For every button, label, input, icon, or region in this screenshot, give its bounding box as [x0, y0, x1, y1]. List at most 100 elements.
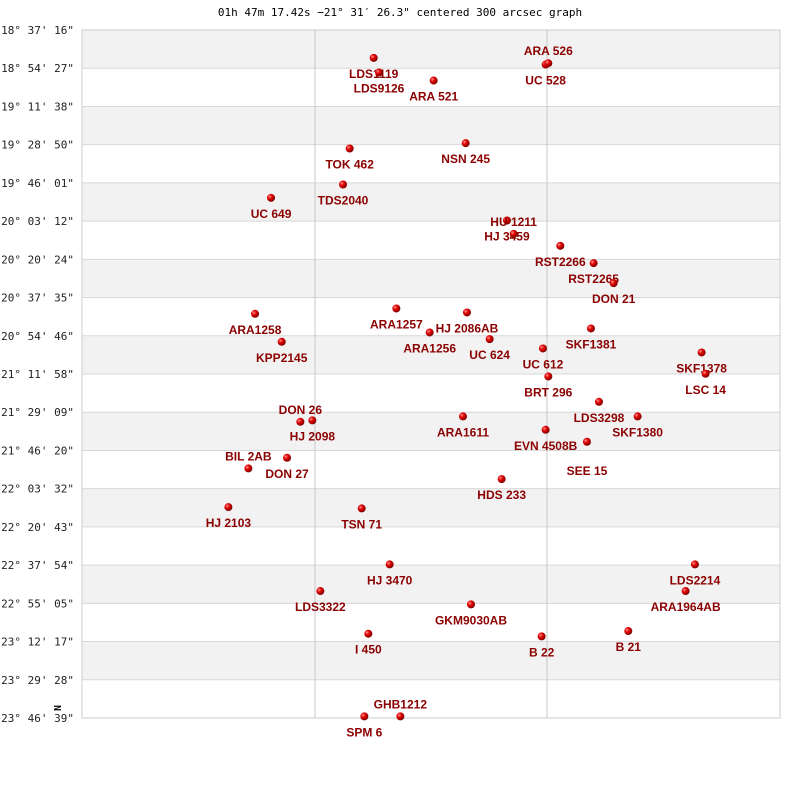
star-dot[interactable]: [497, 475, 506, 484]
star-marker-group[interactable]: ARA 526: [524, 44, 573, 68]
star-label: ARA1611: [437, 425, 489, 439]
star-dot[interactable]: [251, 309, 260, 318]
star-dot[interactable]: [541, 425, 550, 434]
star-dot[interactable]: [396, 712, 405, 721]
star-marker-group[interactable]: BRT 296: [524, 372, 573, 399]
star-dot[interactable]: [681, 587, 690, 596]
star-marker-group[interactable]: BIL 2AB: [225, 449, 272, 473]
star-dot[interactable]: [466, 600, 475, 609]
star-marker-group[interactable]: SKF1378: [676, 348, 727, 375]
star-marker-group[interactable]: HJ 3470: [367, 560, 413, 587]
star-marker-group[interactable]: UC 649: [251, 193, 292, 221]
star-dot[interactable]: [360, 712, 369, 721]
star-marker-group[interactable]: TSN 71: [341, 504, 382, 531]
star-dot[interactable]: [502, 216, 511, 225]
star-dot[interactable]: [308, 416, 317, 425]
star-marker-group[interactable]: HDS 233: [477, 475, 526, 502]
star-dot[interactable]: [339, 180, 348, 189]
star-dot[interactable]: [283, 453, 292, 462]
star-dot[interactable]: [544, 59, 553, 68]
star-marker-group[interactable]: UC 612: [523, 344, 564, 371]
star-dot[interactable]: [594, 397, 603, 406]
y-tick-label: -21° 46' 20": [0, 444, 74, 457]
star-marker-group[interactable]: LDS3298: [574, 397, 625, 425]
star-dot[interactable]: [690, 560, 699, 569]
star-marker-group[interactable]: HJ 3459: [484, 216, 530, 243]
star-marker-group[interactable]: B 22: [529, 632, 555, 659]
star-dot[interactable]: [458, 412, 467, 421]
star-dot[interactable]: [429, 76, 438, 85]
star-marker-group[interactable]: GKM9030AB: [435, 600, 507, 627]
star-label: GHB1212: [374, 697, 428, 711]
star-dot[interactable]: [462, 308, 471, 317]
band: [82, 106, 780, 145]
star-label: ARA1256: [403, 341, 456, 355]
star-marker-group[interactable]: SKF1380: [612, 412, 663, 439]
star-dot[interactable]: [277, 337, 286, 346]
star-marker-group[interactable]: LDS9126: [354, 68, 405, 96]
star-marker-group[interactable]: HJ 2103: [206, 503, 252, 530]
star-marker-group[interactable]: LDS1119: [349, 53, 399, 81]
star-dot[interactable]: [267, 193, 276, 202]
star-marker-group[interactable]: LSC 14: [685, 369, 726, 397]
star-dot[interactable]: [582, 437, 591, 446]
star-dot[interactable]: [461, 139, 470, 148]
star-marker-group[interactable]: HJ 2086AB: [436, 308, 499, 335]
star-marker-group[interactable]: HJ 2098: [290, 416, 336, 443]
star-dot[interactable]: [697, 348, 706, 357]
star-marker-group[interactable]: TOK 462: [325, 144, 374, 172]
star-marker-group[interactable]: RST2265: [568, 259, 619, 286]
star-marker-group[interactable]: ARA1256: [403, 328, 456, 355]
star-marker-group[interactable]: SEE 15: [567, 437, 608, 478]
star-dot[interactable]: [369, 53, 378, 62]
star-dot[interactable]: [364, 629, 373, 638]
star-marker-group[interactable]: ARA 521: [409, 76, 458, 104]
star-marker-group[interactable]: DON 27: [265, 453, 309, 481]
star-dot[interactable]: [357, 504, 366, 513]
star-marker-group[interactable]: ARA1611: [437, 412, 489, 439]
star-dot[interactable]: [509, 229, 518, 238]
star-marker-group[interactable]: ARA1964AB: [651, 587, 721, 614]
star-marker-group[interactable]: LDS3322: [295, 587, 346, 614]
star-marker-group[interactable]: DON 21: [592, 279, 636, 306]
star-dot[interactable]: [392, 304, 401, 313]
y-tick-label: -23° 46' 39": [0, 712, 74, 725]
star-marker-group[interactable]: SPM 6: [346, 712, 383, 739]
star-marker-group[interactable]: ARA1258: [229, 309, 282, 337]
star-dot[interactable]: [316, 587, 325, 596]
star-dot[interactable]: [385, 560, 394, 569]
star-dot[interactable]: [556, 241, 565, 250]
star-dot[interactable]: [586, 324, 595, 333]
star-marker-group[interactable]: KPP2145: [256, 337, 308, 365]
star-dot[interactable]: [296, 417, 305, 426]
star-dot[interactable]: [375, 68, 384, 77]
star-dot[interactable]: [544, 372, 553, 381]
star-label: HJ 3459: [484, 229, 530, 243]
star-marker-group[interactable]: TDS2040: [318, 180, 369, 207]
star-marker-group[interactable]: DON 26: [279, 403, 323, 426]
star-dot[interactable]: [609, 279, 618, 288]
star-dot[interactable]: [538, 344, 547, 353]
star-dot[interactable]: [485, 335, 494, 344]
star-marker-group[interactable]: RST2266: [535, 241, 586, 269]
star-dot[interactable]: [589, 259, 598, 268]
star-marker-group[interactable]: I 450: [355, 629, 382, 657]
star-dot[interactable]: [624, 627, 633, 636]
star-marker-group[interactable]: B 21: [616, 627, 642, 654]
star-marker-group[interactable]: LDS2214: [670, 560, 721, 587]
star-marker-group[interactable]: GHB1212: [374, 697, 428, 721]
star-marker-group[interactable]: ARA1257: [370, 304, 423, 331]
star-marker-group[interactable]: SKF1381: [566, 324, 617, 351]
star-marker-group[interactable]: EVN 4508B: [514, 425, 578, 453]
star-marker-group[interactable]: NSN 245: [441, 139, 490, 166]
star-dot[interactable]: [345, 144, 354, 153]
star-dot[interactable]: [224, 503, 233, 512]
star-dot[interactable]: [537, 632, 546, 641]
band: [82, 221, 780, 260]
star-marker-group[interactable]: HU 1211: [490, 215, 537, 238]
star-dot[interactable]: [244, 464, 253, 473]
star-dot[interactable]: [701, 369, 710, 378]
star-dot[interactable]: [633, 412, 642, 421]
star-marker-group[interactable]: UC 624: [469, 335, 510, 362]
star-dot[interactable]: [425, 328, 434, 337]
